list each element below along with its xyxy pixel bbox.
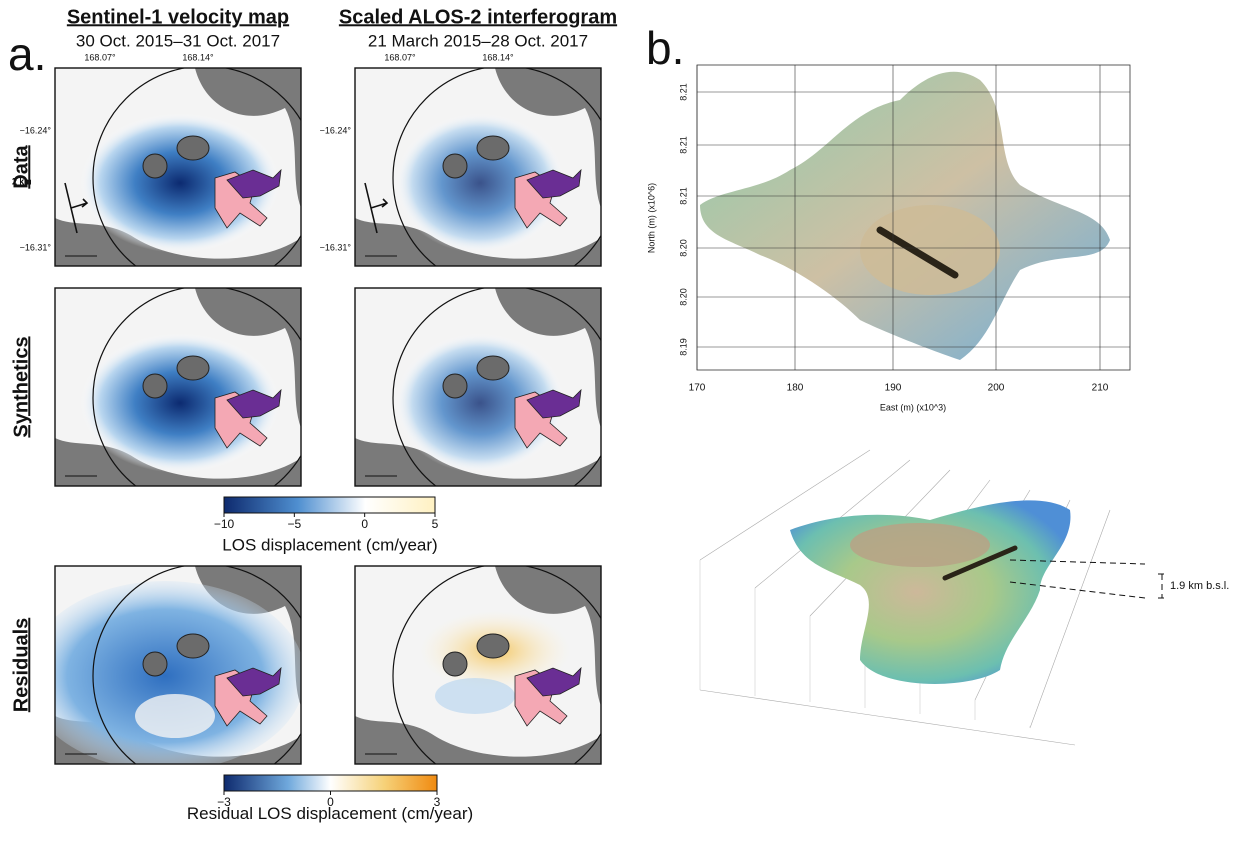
colorbar-tick-label: −5 [287,517,301,531]
map-panel [55,286,317,510]
colorbar-tick-label: 5 [432,517,439,531]
y-axis-label: North (m) (x10^6) [646,183,656,253]
map-panel: 168.07° 168.14° −16.24° −16.31° [320,52,617,290]
y-tick-label: 8.21 [678,136,688,154]
summit [860,205,1000,295]
y-tick-label: 8.20 [678,239,688,257]
vent [477,136,509,160]
x-tick-label: 210 [1092,383,1109,394]
x-tick-label: 180 [787,383,804,394]
y-tick-label: 8.21 [678,187,688,205]
column-dates: 30 Oct. 2015–31 Oct. 2017 [76,31,280,50]
lon-tick: 168.14° [482,52,514,62]
lat-tick: −16.31° [320,242,352,252]
depth-label: 1.9 km b.s.l. [1170,580,1229,592]
vent [143,652,167,676]
lat-tick: −16.31° [20,242,52,252]
map-panel: 168.07° 168.14° −16.24° −16.31° [20,52,317,290]
figure: a. b. Sentinel-1 velocity map 30 Oct. 201… [0,0,1240,859]
colorbar-label: Residual LOS displacement (cm/year) [180,804,480,824]
residual [435,678,515,714]
figure-canvas: a. b. Sentinel-1 velocity map 30 Oct. 201… [0,0,1240,859]
x-tick-label: 200 [988,383,1005,394]
grid-3d [700,690,1075,745]
colorbar-tick-label: −10 [214,517,235,531]
x-tick-label: 170 [689,383,706,394]
vent [477,634,509,658]
map-panel [355,286,617,510]
vent [443,374,467,398]
lon-tick: 168.07° [84,52,116,62]
vent [443,652,467,676]
column-title: Scaled ALOS-2 interferogram [339,6,617,28]
y-tick-label: 8.21 [678,83,688,101]
scale-label: 2 km [12,176,32,186]
lon-tick: 168.07° [384,52,416,62]
lat-tick: −16.24° [320,125,352,135]
vent [177,136,209,160]
colorbar [224,497,435,513]
x-tick-label: 190 [885,383,902,394]
lat-tick: −16.24° [20,125,52,135]
panel-label: b. [646,22,684,74]
colorbar-label: LOS displacement (cm/year) [222,535,437,554]
vent [177,634,209,658]
vent [143,374,167,398]
colorbar [224,775,437,791]
column-dates: 21 March 2015–28 Oct. 2017 [368,31,588,50]
vent [443,154,467,178]
colorbar-tick-label: 0 [361,517,368,531]
residual-low [135,694,215,738]
y-tick-label: 8.19 [678,338,688,356]
vent [177,356,209,380]
y-tick-label: 8.20 [678,288,688,306]
vent [477,356,509,380]
panel-label: a. [8,28,46,80]
vent [143,154,167,178]
summit-3d [850,523,990,567]
column-title: Sentinel-1 velocity map [67,6,289,28]
lon-tick: 168.14° [182,52,214,62]
map-panel [355,564,617,788]
map-panel [25,564,317,788]
row-label: Residuals [10,618,32,712]
row-label: Synthetics [10,336,32,437]
x-axis-label: East (m) (x10^3) [880,402,946,412]
